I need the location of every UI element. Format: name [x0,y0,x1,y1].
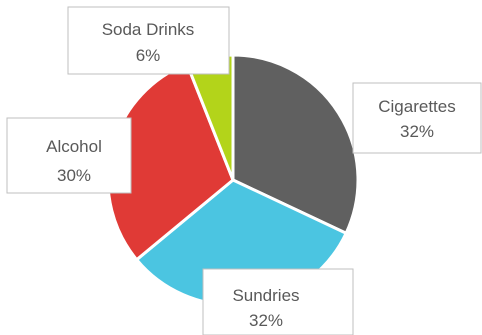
pie-slice-cigarettes [231,53,360,235]
callout-alcohol: Alcohol 30% [6,117,132,194]
callout-sundries-percent: 32% [249,311,283,330]
callout-cigarettes: Cigarettes 32% [352,82,482,154]
callout-soda-drinks: Soda Drinks 6% [67,6,230,75]
callout-cigarettes-name: Cigarettes [378,97,455,116]
callout-soda-drinks-percent: 6% [136,46,161,65]
pie-slices [106,53,360,307]
callout-soda-drinks-name: Soda Drinks [102,20,195,39]
callout-alcohol-percent: 30% [57,166,91,185]
callout-cigarettes-percent: 32% [400,122,434,141]
callout-alcohol-name: Alcohol [46,137,102,156]
callout-sundries: Sundries 32% [202,268,354,335]
callout-sundries-name: Sundries [232,286,299,305]
